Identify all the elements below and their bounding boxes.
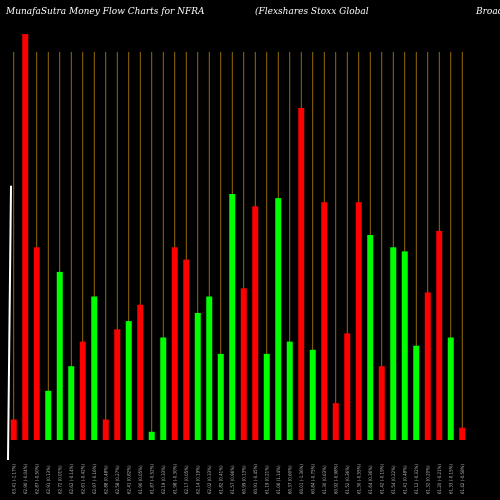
x-tick-label: 60.84 (-0.75%) <box>310 464 315 494</box>
x-tick-label: 62.97 (-0.16%) <box>92 464 97 494</box>
bar <box>367 235 374 440</box>
x-tick-label: 62.61 (-0.42%) <box>80 464 85 494</box>
bar <box>424 292 431 440</box>
price-line <box>7 185 12 461</box>
bar <box>22 34 29 440</box>
x-tick-label: 61.42 (-0.19%) <box>379 464 384 494</box>
bar <box>401 251 408 440</box>
bar <box>68 366 75 440</box>
x-tick-label: 63.41 (-1.17%) <box>11 464 16 494</box>
bar <box>390 247 397 440</box>
x-tick-label: 62.62 (-0.14%) <box>69 464 74 494</box>
chart-subtitle-cutoff: Broad <box>475 7 500 17</box>
bar <box>10 419 17 440</box>
bar <box>160 337 167 440</box>
bar <box>114 329 121 440</box>
bar <box>125 321 132 440</box>
bar <box>148 431 155 440</box>
x-tick-label: 62.41 (0.82%) <box>126 465 131 494</box>
x-tick-label: 62.19 (0.33%) <box>161 465 166 494</box>
x-tick-label: 61.52 (0.36%) <box>345 465 350 494</box>
x-tick-label: 61.20 (-0.21%) <box>437 464 442 494</box>
bar <box>206 296 213 440</box>
x-tick-label: 62.14 (0.19%) <box>195 465 200 494</box>
x-tick-label: 62.91 (0.13%) <box>46 465 51 494</box>
bars-layer <box>10 34 466 441</box>
bar <box>229 194 236 440</box>
bar <box>298 107 305 441</box>
bar <box>378 366 385 440</box>
x-tick-label: 61.64 (0.36%) <box>368 465 373 494</box>
bar <box>275 198 282 440</box>
bar <box>263 353 270 440</box>
x-tick-label: 62.88 (0.48%) <box>103 465 108 494</box>
x-tick-label: 61.30 (-0.55%) <box>356 464 361 494</box>
bar <box>413 345 420 440</box>
x-tick-label: 61.98 (-0.30%) <box>172 464 177 494</box>
x-tick-label: 61.82 (0.41%) <box>218 465 223 494</box>
x-tick-label: 61.54 (0.22%) <box>391 465 396 494</box>
x-tick-label: 62.90 (-0.04%) <box>23 464 28 494</box>
x-tick-label: 61.87 (-0.52%) <box>149 464 154 494</box>
bar <box>79 341 86 440</box>
x-tick-label: 61.33 (-0.15%) <box>448 464 453 494</box>
bar <box>171 247 178 440</box>
x-tick-label: 61.19 (0.21%) <box>264 465 269 494</box>
bar <box>137 304 144 440</box>
x-tick-label: 62.72 (0.01%) <box>57 465 62 494</box>
x-tick-label: 61.41 (0.48%) <box>402 465 407 494</box>
x-tick-label: 62.58 (0.27%) <box>115 465 120 494</box>
bar <box>332 403 339 440</box>
bar <box>447 337 454 440</box>
x-tick-label: 61.06 (1.14%) <box>276 465 281 494</box>
x-tick-label: 62.02 (0.33%) <box>207 465 212 494</box>
x-tick-label: 60.01 (-1.36%) <box>299 464 304 494</box>
x-tick-labels: 63.41 (-1.17%) 62.90 (-0.04%) 62.87 (-0.50… <box>11 464 465 494</box>
x-tick-label: 61.32 (0.20%) <box>425 465 430 494</box>
bar <box>459 427 466 440</box>
bar <box>91 296 98 440</box>
bar <box>56 271 63 440</box>
bar <box>194 312 201 440</box>
x-tick-label: 61.30 (0.63%) <box>322 465 327 494</box>
bar <box>344 333 351 440</box>
x-tick-label: 61.57 (0.96%) <box>230 465 235 494</box>
x-tick-label: 61.42 (-0.58%) <box>460 464 465 494</box>
bar <box>45 390 52 440</box>
x-tick-label: 61.90 (0.05%) <box>138 465 143 494</box>
x-tick-label: 60.92 (-0.98%) <box>333 464 338 494</box>
bar <box>183 259 190 440</box>
bar <box>240 288 247 440</box>
x-tick-label: 62.87 (-0.50%) <box>34 464 39 494</box>
x-tick-label: 60.91 (-0.45%) <box>253 464 258 494</box>
bar <box>321 202 328 440</box>
x-tick-label: 60.99 (0.13%) <box>241 465 246 494</box>
chart-title: MunafaSutra Money Flow Charts for NFRA <box>5 7 205 17</box>
bar <box>252 206 259 440</box>
bar <box>217 353 224 440</box>
x-tick-label: 60.37 (0.60%) <box>287 465 292 494</box>
x-tick-label: 61.12 (-0.32%) <box>414 464 419 494</box>
bar <box>309 349 316 440</box>
bar <box>102 419 109 440</box>
bar <box>436 230 443 440</box>
chart-subtitle: (Flexshares Stoxx Global <box>255 6 369 17</box>
x-tick-label: 62.17 (0.05%) <box>184 465 189 494</box>
bar <box>286 341 293 440</box>
bar <box>33 247 40 440</box>
bar <box>355 202 362 440</box>
